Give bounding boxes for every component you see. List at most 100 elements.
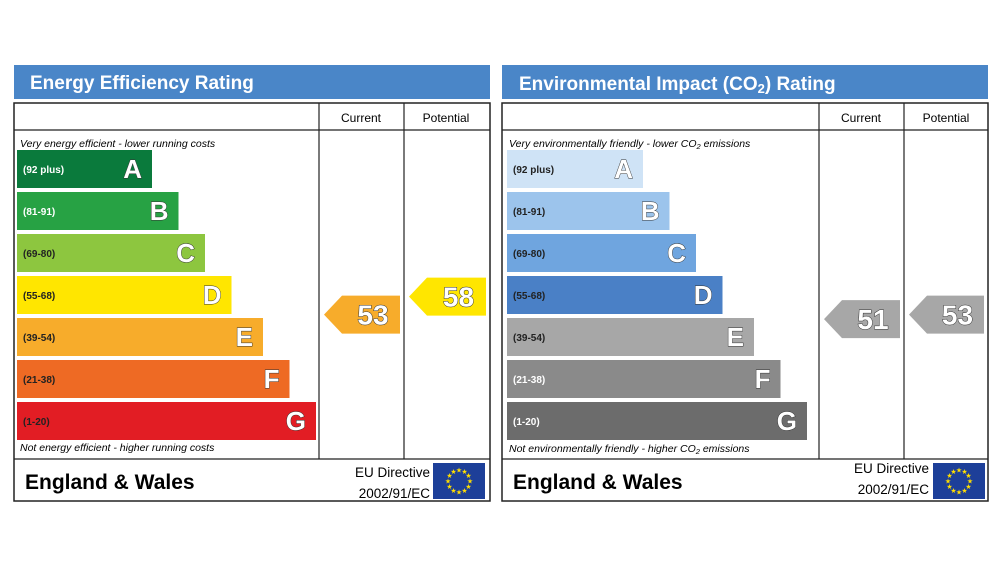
band-bar — [507, 318, 754, 356]
potential-rating-arrow: 53 — [909, 295, 984, 334]
current-rating-arrow-value: 53 — [357, 300, 388, 331]
band-g: (1-20) G — [507, 402, 807, 440]
column-header-potential: Potential — [423, 111, 470, 125]
band-range-label: (1-20) — [513, 417, 540, 428]
eu-star-icon: ★ — [950, 468, 956, 476]
band-bar — [507, 402, 807, 440]
chart-frame — [13, 102, 491, 502]
eu-star-icon: ★ — [461, 487, 467, 495]
band-bar — [17, 360, 290, 398]
band-letter: E — [727, 322, 744, 352]
band-a: (92 plus) A — [17, 150, 152, 188]
eu-star-icon: ★ — [961, 468, 967, 476]
band-range-label: (92 plus) — [513, 165, 554, 176]
chart-title: Environmental Impact (CO2) Rating — [519, 74, 836, 96]
band-range-label: (92 plus) — [23, 165, 64, 176]
band-d: (55-68) D — [507, 276, 723, 314]
eu-directive-line2: 2002/91/EC — [359, 486, 431, 501]
eu-flag-field — [433, 463, 485, 499]
band-f: (21-38) F — [507, 360, 781, 398]
chart-header — [14, 65, 490, 99]
band-b: (81-91) B — [507, 192, 670, 230]
band-bar — [17, 402, 316, 440]
eu-star-icon: ★ — [465, 472, 471, 480]
band-bar — [507, 276, 723, 314]
band-letter: C — [176, 238, 195, 268]
eu-star-icon: ★ — [961, 487, 967, 495]
chart-title: Energy Efficiency Rating — [30, 73, 254, 94]
band-letter: C — [667, 238, 686, 268]
band-g: (1-20) G — [17, 402, 316, 440]
eu-flag-icon: ★★★★★★★★★ ★ ★★ — [933, 463, 985, 499]
top-note: Very environmentally friendly - lower CO… — [509, 138, 751, 151]
band-range-label: (21-38) — [23, 375, 55, 386]
eu-directive-line1: EU Directive — [355, 465, 430, 480]
potential-rating-arrow-shape — [409, 277, 486, 316]
rating-arrows: 51 53 — [824, 295, 984, 339]
band-range-label: (39-54) — [23, 333, 55, 344]
band-bar — [507, 150, 643, 188]
eu-star-icon: ★ — [946, 472, 952, 480]
potential-rating-arrow-value: 53 — [942, 300, 973, 331]
column-header-potential: Potential — [923, 111, 970, 125]
band-range-label: (55-68) — [513, 291, 545, 302]
band-bar — [17, 276, 232, 314]
current-rating-arrow: 51 — [824, 300, 900, 339]
region-label: England & Wales — [513, 471, 683, 494]
band-letter: G — [286, 406, 306, 436]
band-letter: F — [755, 364, 771, 394]
current-rating-arrow-shape — [324, 295, 400, 334]
band-bar — [17, 234, 205, 272]
band-bar — [507, 360, 781, 398]
band-range-label: (39-54) — [513, 333, 545, 344]
eu-star-icon: ★ — [446, 472, 452, 480]
potential-rating-arrow-shape — [909, 295, 984, 334]
eu-star-icon: ★ — [965, 472, 971, 480]
band-c: (69-80) C — [17, 234, 205, 272]
band-bar — [17, 318, 263, 356]
band-range-label: (81-91) — [23, 207, 55, 218]
rating-arrows: 53 58 — [324, 277, 486, 334]
eu-star-icon: ★ — [956, 467, 962, 475]
band-range-label: (69-80) — [23, 249, 55, 260]
band-letter: F — [264, 364, 280, 394]
band-range-label: (55-68) — [23, 291, 55, 302]
eu-star-icon: ★ — [945, 478, 951, 486]
eu-directive-line1: EU Directive — [854, 461, 929, 476]
band-range-label: (1-20) — [23, 417, 50, 428]
band-range-label: (69-80) — [513, 249, 545, 260]
band-e: (39-54) E — [507, 318, 754, 356]
eu-star-icon: ★ — [456, 489, 462, 497]
band-letter: E — [236, 322, 253, 352]
column-header-current: Current — [341, 111, 382, 125]
band-bar — [507, 234, 696, 272]
band-b: (81-91) B — [17, 192, 179, 230]
band-letter: A — [123, 154, 142, 184]
rating-bands: (92 plus) A (81-91) B (69-80) C (55-68) D (39-54… — [17, 150, 316, 440]
eu-star-icon: ★ — [965, 483, 971, 491]
energy-efficiency-chart: Energy Efficiency Rating Current Potenti… — [13, 65, 491, 502]
eu-star-icon: ★ — [967, 478, 973, 486]
band-bar — [507, 192, 670, 230]
band-c: (69-80) C — [507, 234, 696, 272]
potential-rating-arrow: 58 — [409, 277, 486, 316]
eu-star-icon: ★ — [956, 489, 962, 497]
band-letter: G — [777, 406, 797, 436]
eu-star-icon: ★ — [465, 483, 471, 491]
current-rating-arrow: 53 — [324, 295, 400, 334]
environmental-impact-chart: Environmental Impact (CO2) Rating Curren… — [501, 65, 989, 502]
chart-header — [502, 65, 988, 99]
potential-rating-arrow-value: 58 — [443, 282, 474, 313]
band-letter: D — [694, 280, 713, 310]
bottom-note: Not environmentally friendly - higher CO… — [509, 443, 750, 456]
eu-star-icon: ★ — [450, 468, 456, 476]
bottom-note: Not energy efficient - higher running co… — [20, 442, 215, 454]
top-note: Very energy efficient - lower running co… — [20, 138, 216, 150]
band-bar — [17, 192, 179, 230]
band-d: (55-68) D — [17, 276, 232, 314]
band-range-label: (21-38) — [513, 375, 545, 386]
eu-star-icon: ★ — [946, 483, 952, 491]
band-letter: A — [614, 154, 633, 184]
eu-star-icon: ★ — [446, 483, 452, 491]
current-rating-arrow-value: 51 — [857, 304, 888, 335]
